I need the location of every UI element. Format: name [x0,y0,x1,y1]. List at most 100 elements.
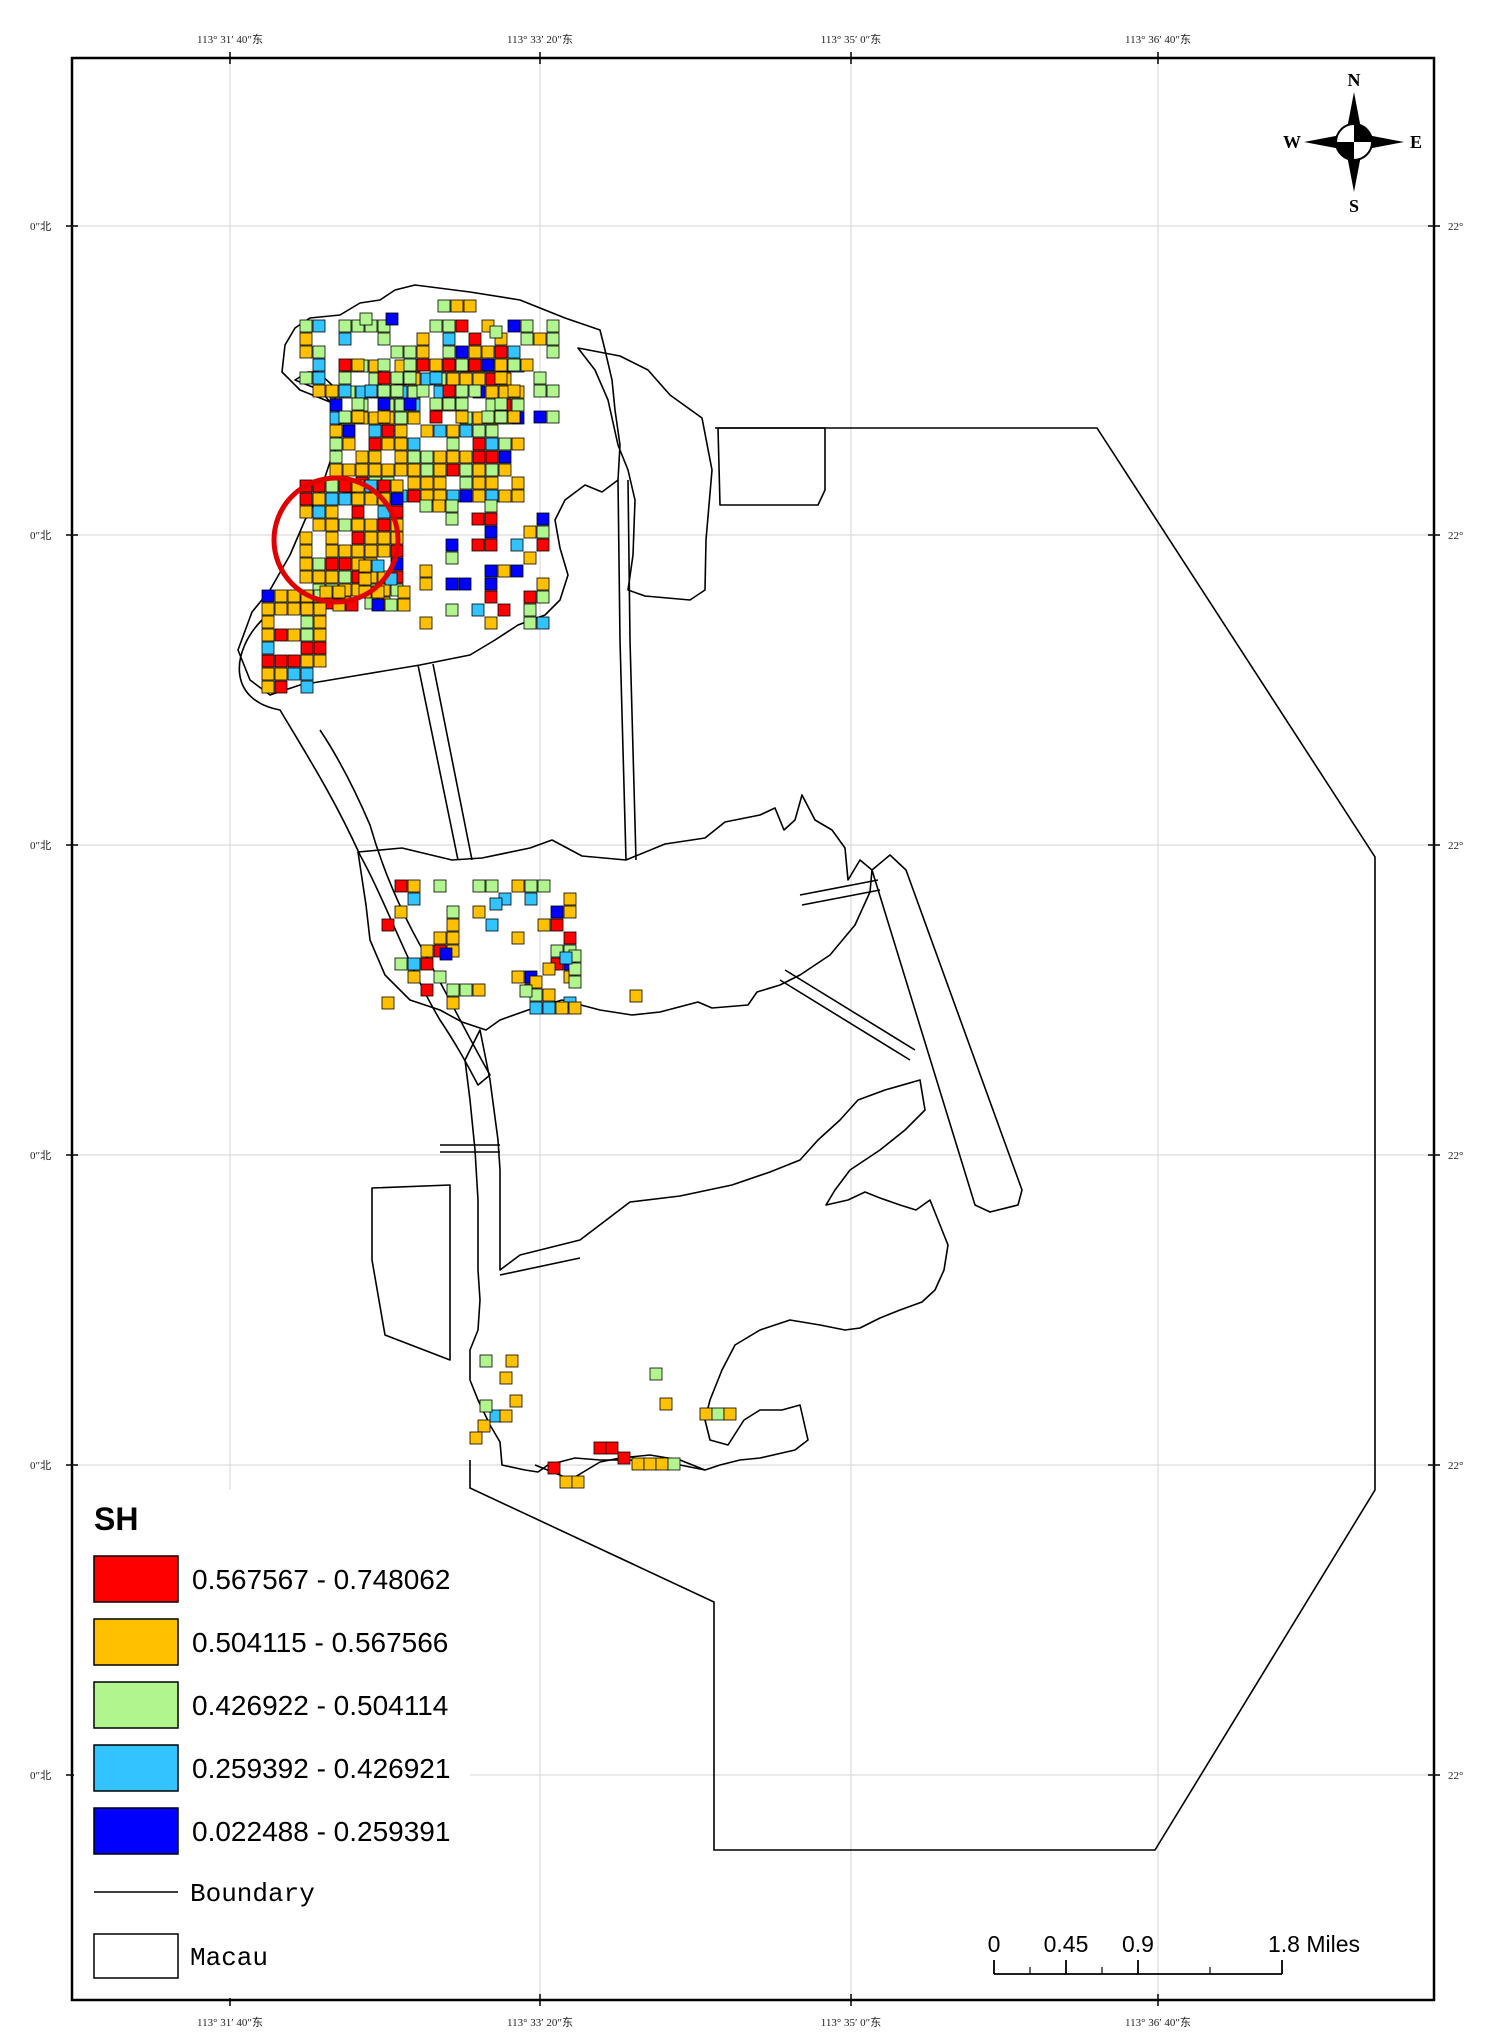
sh-cell [445,603,459,617]
sh-cell [546,410,560,424]
sh-cell [472,983,486,997]
sh-cell [381,437,395,451]
sh-cell [299,531,313,545]
sh-cell [711,1407,725,1421]
sh-cell [351,410,365,424]
tick-label-right: 22° [1448,1150,1463,1162]
sh-cell [416,358,430,372]
tick-label-left: 0″北 [30,1149,51,1162]
tick-label-left: 0″北 [30,839,51,852]
sh-cell [312,345,326,359]
sh-cell [420,463,434,477]
sh-cell [342,463,356,477]
sh-cell [385,312,399,326]
sh-cell [300,615,314,629]
sh-cell [403,358,417,372]
sh-cell [329,437,343,451]
sh-cell [332,585,346,599]
sh-cell [419,577,433,591]
sh-cell [511,476,525,490]
sh-cell [523,616,537,630]
sh-cell [364,518,378,532]
sh-cell [455,384,469,398]
sh-cell [381,918,395,932]
sh-cell [494,410,508,424]
sh-cell [429,397,443,411]
sh-cell [342,437,356,451]
tick-label-right: 22° [1448,221,1463,233]
sh-cell [442,384,456,398]
sh-cell [546,319,560,333]
sh-cell [355,450,369,464]
sh-cell [355,463,369,477]
sh-cell [394,450,408,464]
sh-cell [455,345,469,359]
sh-cell [351,505,365,519]
tick-label-bottom: 113° 31′ 40″东 [197,2016,263,2029]
sh-cell [433,970,447,984]
sh-cell [469,1431,483,1445]
sh-cell [338,319,352,333]
sh-cell [498,489,512,503]
sh-cell [445,551,459,565]
sh-cell [364,531,378,545]
sh-cell [537,879,551,893]
sh-cell [416,332,430,346]
sh-cell [299,332,313,346]
sh-cell [319,585,333,599]
sh-cell [524,879,538,893]
sh-cell [329,424,343,438]
sh-cell [458,577,472,591]
compass-s-label: S [1349,196,1359,216]
legend-boundary-label: Boundary [190,1879,315,1909]
sh-cell [312,371,326,385]
legend-macau-label: Macau [190,1943,268,1973]
sh-cell [394,879,408,893]
sh-cell [631,1457,645,1471]
sh-cell [459,463,473,477]
sh-cell [485,450,499,464]
sh-cell [505,1354,519,1368]
sh-cell [338,492,352,506]
sh-cell [559,951,573,965]
sh-cell [494,371,508,385]
sh-cell [498,437,512,451]
sh-cell [484,499,498,513]
legend-title: SH [94,1501,138,1537]
sh-cell [394,424,408,438]
tick-label-top: 113° 31′ 40″东 [197,33,263,46]
sh-cell [485,476,499,490]
sh-cell [338,544,352,558]
sh-cell [484,616,498,630]
sh-cell [313,615,327,629]
sh-cell [338,371,352,385]
sh-cell [472,905,486,919]
sh-cell [605,1441,619,1455]
sh-cell [407,476,421,490]
sh-cell [446,996,460,1010]
sh-cell [377,371,391,385]
sh-cell [274,628,288,642]
sh-cell [555,1001,569,1015]
sh-cell [300,680,314,694]
sh-cell [429,319,443,333]
sh-cell [351,544,365,558]
sh-cell [394,957,408,971]
sh-cell [312,505,326,519]
sh-cell [299,345,313,359]
sh-cell [403,371,417,385]
sh-cell [510,538,524,552]
sh-cell [511,879,525,893]
sh-cell [377,358,391,372]
sh-cell [523,590,537,604]
sh-cell [472,489,486,503]
outer-harbour-block [717,427,826,506]
sh-cell [381,424,395,438]
west-coast-strip [238,619,491,1086]
sh-cell [371,598,385,612]
sh-cell [377,479,391,493]
sh-cell [274,589,288,603]
sh-cell [329,398,343,412]
sh-cell [542,1001,556,1015]
sh-cell [342,424,356,438]
